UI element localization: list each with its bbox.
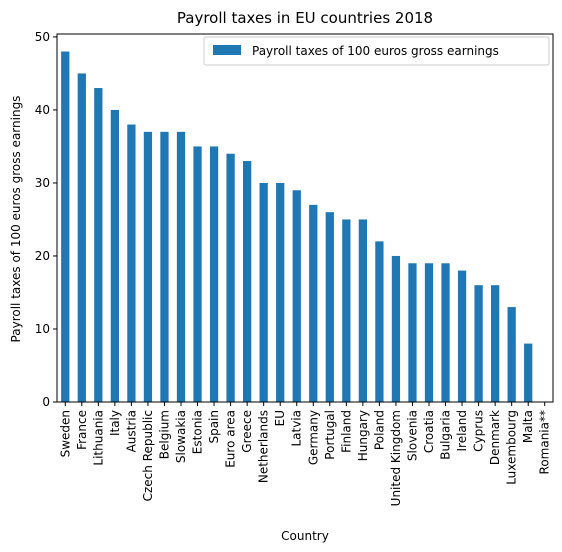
y-tick-label: 0 [42, 395, 50, 409]
x-tick-label: Belgium [157, 410, 171, 459]
bar-poland [375, 241, 384, 402]
bar-malta [524, 343, 533, 402]
bar-eu [276, 182, 285, 402]
x-tick-label: Netherlands [257, 410, 271, 483]
x-tick-label: Malta [521, 410, 535, 443]
x-tick-label: Estonia [191, 410, 205, 454]
x-tick-label: Denmark [488, 410, 502, 465]
chart-title: Payroll taxes in EU countries 2018 [177, 9, 433, 27]
x-tick-label: Slowakia [174, 410, 188, 463]
x-tick-label: United Kingdom [389, 410, 403, 506]
x-tick-label: Germany [306, 410, 320, 465]
y-tick-label: 20 [35, 249, 50, 263]
bar-france [77, 73, 86, 402]
x-tick-label: Slovenia [405, 410, 419, 461]
bar-spain [209, 146, 219, 402]
legend-box [203, 36, 550, 66]
bar-croatia [424, 263, 434, 402]
plot-frame [56, 33, 554, 403]
bar-denmark [491, 285, 500, 402]
x-tick-label: Greece [240, 410, 254, 453]
x-tick-label: Hungary [356, 410, 370, 461]
y-tick-label: 30 [35, 176, 50, 190]
bar-portugal [325, 212, 334, 402]
legend-label: Payroll taxes of 100 euros gross earning… [252, 44, 499, 58]
y-axis: 0 10 20 30 40 50 [35, 30, 57, 409]
x-tick-label: France [75, 410, 89, 450]
bar-cyprus [474, 285, 483, 402]
x-tick-label: Czech Republic [141, 410, 155, 501]
x-tick-label: Austria [124, 410, 138, 452]
x-tick-label: Cyprus [472, 410, 486, 452]
y-axis-label: Payroll taxes of 100 euros gross earning… [9, 96, 23, 343]
bar-bulgaria [441, 263, 450, 402]
x-tick-label: Portugal [323, 410, 337, 460]
x-tick-label: Bulgaria [439, 410, 453, 460]
x-tick-label: Finland [339, 410, 353, 453]
bars [61, 51, 533, 403]
bar-hungary [358, 219, 367, 402]
x-tick-label: EU [273, 410, 287, 426]
bar-greece [243, 161, 252, 402]
bar-finland [342, 219, 351, 402]
x-tick-label: Sweden [58, 410, 72, 457]
x-tick-label: Latvia [290, 410, 304, 447]
x-axis-label: Country [281, 529, 329, 543]
x-tick-label: Italy [108, 410, 122, 436]
x-tick-label: Euro area [224, 410, 238, 468]
x-axis: Sweden France Lithuania Italy Austria Czech R… [58, 402, 552, 506]
x-tick-label: Luxembourg [505, 410, 519, 485]
bar-austria [127, 124, 136, 403]
bar-sweden [61, 51, 70, 403]
y-tick-label: 50 [35, 30, 50, 44]
x-tick-label: Romania** [538, 410, 552, 474]
x-tick-label: Ireland [455, 410, 469, 452]
y-tick-label: 10 [35, 322, 50, 336]
bar-latvia [292, 190, 301, 402]
bar-estonia [193, 146, 202, 402]
x-tick-label: Croatia [422, 410, 436, 453]
bar-ireland [457, 270, 467, 402]
bar-italy [110, 109, 119, 402]
bar-belgium [160, 131, 169, 403]
bar-lithuania [94, 88, 103, 403]
bar-united-kingdom [391, 255, 401, 402]
bar-netherlands [259, 182, 268, 402]
bar-czech-republic [143, 131, 153, 403]
bar-slowakia [176, 131, 186, 403]
legend-swatch [213, 45, 241, 55]
bar-germany [309, 204, 318, 402]
bar-luxembourg [507, 307, 516, 402]
x-tick-label: Spain [207, 410, 221, 444]
y-tick-label: 40 [35, 103, 50, 117]
bar-slovenia [408, 263, 417, 402]
bar-euro-area [226, 153, 235, 402]
legend: Payroll taxes of 100 euros gross earning… [203, 36, 550, 66]
x-tick-label: Poland [372, 410, 386, 450]
x-tick-label: Lithuania [91, 410, 105, 466]
